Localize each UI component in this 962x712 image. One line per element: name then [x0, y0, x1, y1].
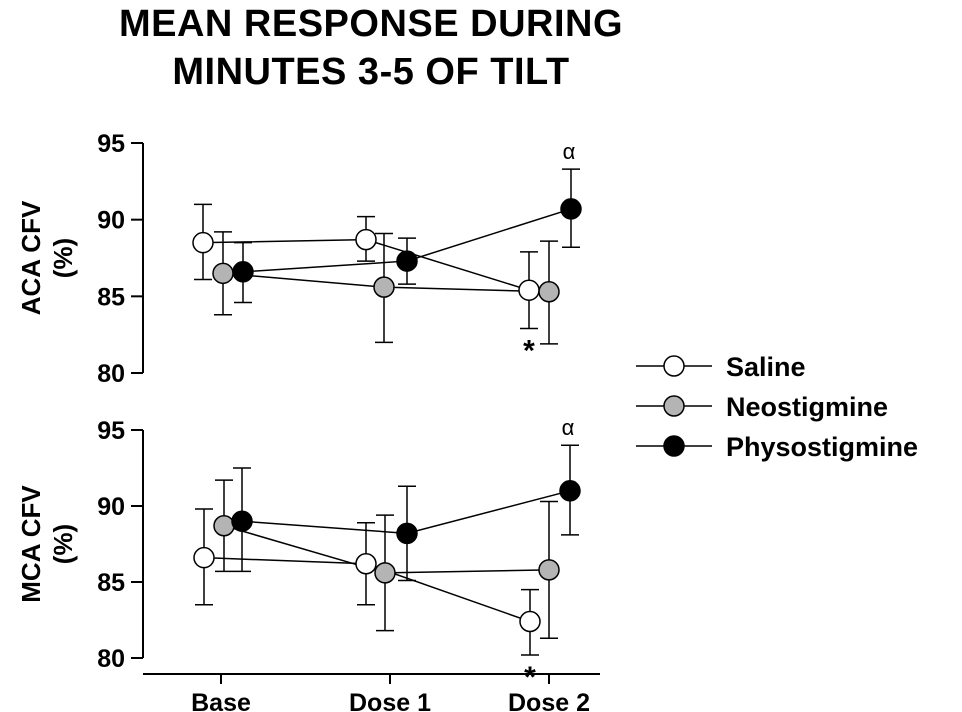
chart-title-line1: MEAN RESPONSE DURING — [118, 3, 624, 45]
marker-physostigmine — [560, 198, 582, 220]
marker-saline — [355, 228, 377, 251]
marker-physostigmine — [232, 261, 254, 283]
y-tick-label: 85 — [97, 283, 125, 311]
chart-title: MEAN RESPONSE DURING MINUTES 3-5 OF TILT — [0, 0, 742, 96]
alpha-annotation: α — [563, 139, 576, 164]
x-tick-label: Dose 1 — [349, 689, 431, 712]
marker-physostigmine — [396, 250, 418, 272]
marker-neostigmine — [538, 559, 560, 581]
y-axis-label-line1: MCA CFV — [16, 485, 46, 603]
marker-neostigmine — [374, 562, 396, 584]
legend-marker-physostigmine — [663, 435, 685, 457]
aca-panel: 80 85 90 95 ACA CFV(%) α * — [16, 130, 582, 388]
x-tick-label: Dose 2 — [508, 689, 590, 712]
significance-star: * — [523, 335, 535, 368]
y-axis-label-line1: ACA CFV — [16, 200, 46, 315]
marker-neostigmine — [212, 262, 234, 285]
legend-marker-saline — [663, 355, 685, 377]
mca-panel: 80 85 90 95 MCA CFV(%) α * — [16, 415, 581, 694]
y-axis-label: MCA CFV(%) — [16, 485, 78, 603]
marker-physostigmine — [396, 522, 418, 545]
chart-title-line2: MINUTES 3-5 OF TILT — [172, 51, 570, 93]
y-tick-label: 85 — [97, 569, 125, 597]
legend-marker-neostigmine — [663, 395, 685, 417]
marker-neostigmine — [538, 280, 560, 303]
x-tick-label: Base — [191, 689, 251, 712]
y-tick-label: 95 — [97, 130, 125, 158]
marker-neostigmine — [373, 276, 395, 298]
y-tick-label: 90 — [97, 493, 125, 521]
y-tick-label: 80 — [97, 360, 125, 388]
marker-saline — [519, 610, 541, 633]
legend-label-physostigmine: Physostigmine — [726, 432, 918, 462]
legend-label-neostigmine: Neostigmine — [726, 392, 888, 422]
x-axis-group: Base Dose 1 Dose 2 — [143, 673, 600, 712]
y-tick-label: 95 — [97, 417, 125, 445]
marker-physostigmine — [559, 480, 581, 502]
marker-saline — [192, 231, 214, 254]
legend: Saline Neostigmine Physostigmine — [636, 352, 918, 462]
marker-saline — [355, 553, 377, 575]
y-axis-label-line2: (%) — [48, 524, 78, 564]
y-axis-label: ACA CFV(%) — [16, 200, 78, 315]
y-tick-label: 90 — [97, 207, 125, 235]
marker-neostigmine — [213, 515, 235, 537]
y-tick-label: 80 — [97, 645, 125, 673]
y-axis-label-line2: (%) — [48, 238, 78, 278]
marker-saline — [193, 546, 215, 569]
marker-saline — [518, 279, 540, 301]
legend-label-saline: Saline — [726, 352, 806, 382]
significance-star: * — [524, 661, 536, 694]
alpha-annotation: α — [562, 415, 575, 440]
marker-physostigmine — [231, 510, 253, 532]
